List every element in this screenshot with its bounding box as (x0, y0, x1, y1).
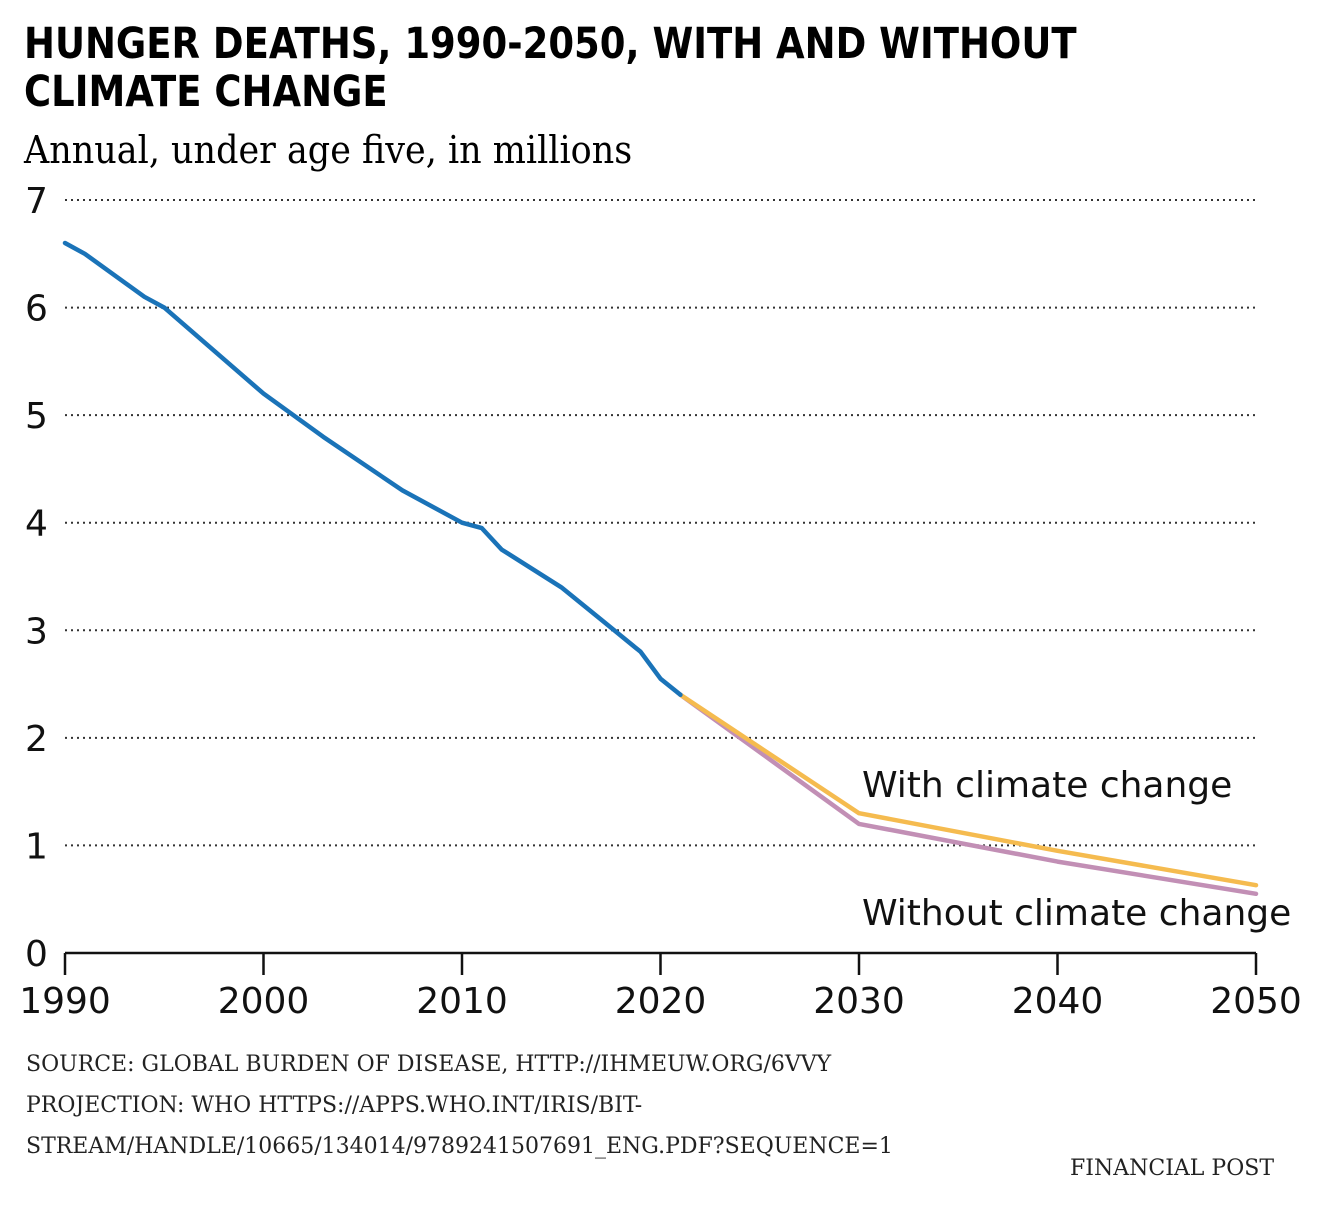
chart-title: HUNGER DEATHS, 1990-2050, WITH AND WITHO… (24, 19, 1077, 117)
series-label-without-climate-change: Without climate change (862, 893, 1291, 934)
x-tick-label: 2000 (218, 981, 310, 1022)
y-tick-label: 1 (25, 826, 48, 867)
chart-subtitle: Annual, under age five, in millions (24, 128, 633, 172)
y-tick-label: 6 (25, 289, 48, 330)
x-tick-label: 1990 (19, 981, 111, 1022)
x-tick-label: 2010 (416, 981, 508, 1022)
y-tick-label: 4 (25, 504, 48, 545)
series-line-2 (678, 692, 1259, 897)
series-labels: With climate change Without climate chang… (862, 765, 1291, 934)
source-line-3: STREAM/HANDLE/10665/134014/9789241507691… (26, 1134, 893, 1159)
y-axis-ticks: 0 1 2 3 4 5 6 7 (25, 181, 48, 975)
x-tick-label: 2020 (615, 981, 707, 1022)
y-tick-label: 2 (25, 719, 48, 760)
y-tick-label: 5 (25, 396, 48, 437)
series-label-with-climate-change: With climate change (862, 765, 1232, 806)
source-note: SOURCE: GLOBAL BURDEN OF DISEASE, HTTP:/… (26, 1044, 893, 1167)
x-tick-label: 2030 (813, 981, 905, 1022)
publisher-credit: FINANCIAL POST (1070, 1156, 1274, 1181)
y-tick-label: 0 (25, 934, 48, 975)
source-line-2: PROJECTION: WHO HTTPS://APPS.WHO.INT/IRI… (26, 1093, 643, 1118)
x-tick-label: 2050 (1210, 981, 1302, 1022)
source-line-1: SOURCE: GLOBAL BURDEN OF DISEASE, HTTP:/… (26, 1052, 832, 1077)
y-tick-label: 7 (25, 181, 48, 222)
y-tick-label: 3 (25, 611, 48, 652)
x-axis: 1990 2000 2010 2020 2030 2040 2050 (19, 951, 1302, 1022)
series-line-1 (678, 692, 1259, 888)
x-tick-label: 2040 (1012, 981, 1104, 1022)
series-lines (62, 240, 1259, 897)
gridlines (65, 199, 1256, 847)
series-line-0 (62, 240, 683, 698)
